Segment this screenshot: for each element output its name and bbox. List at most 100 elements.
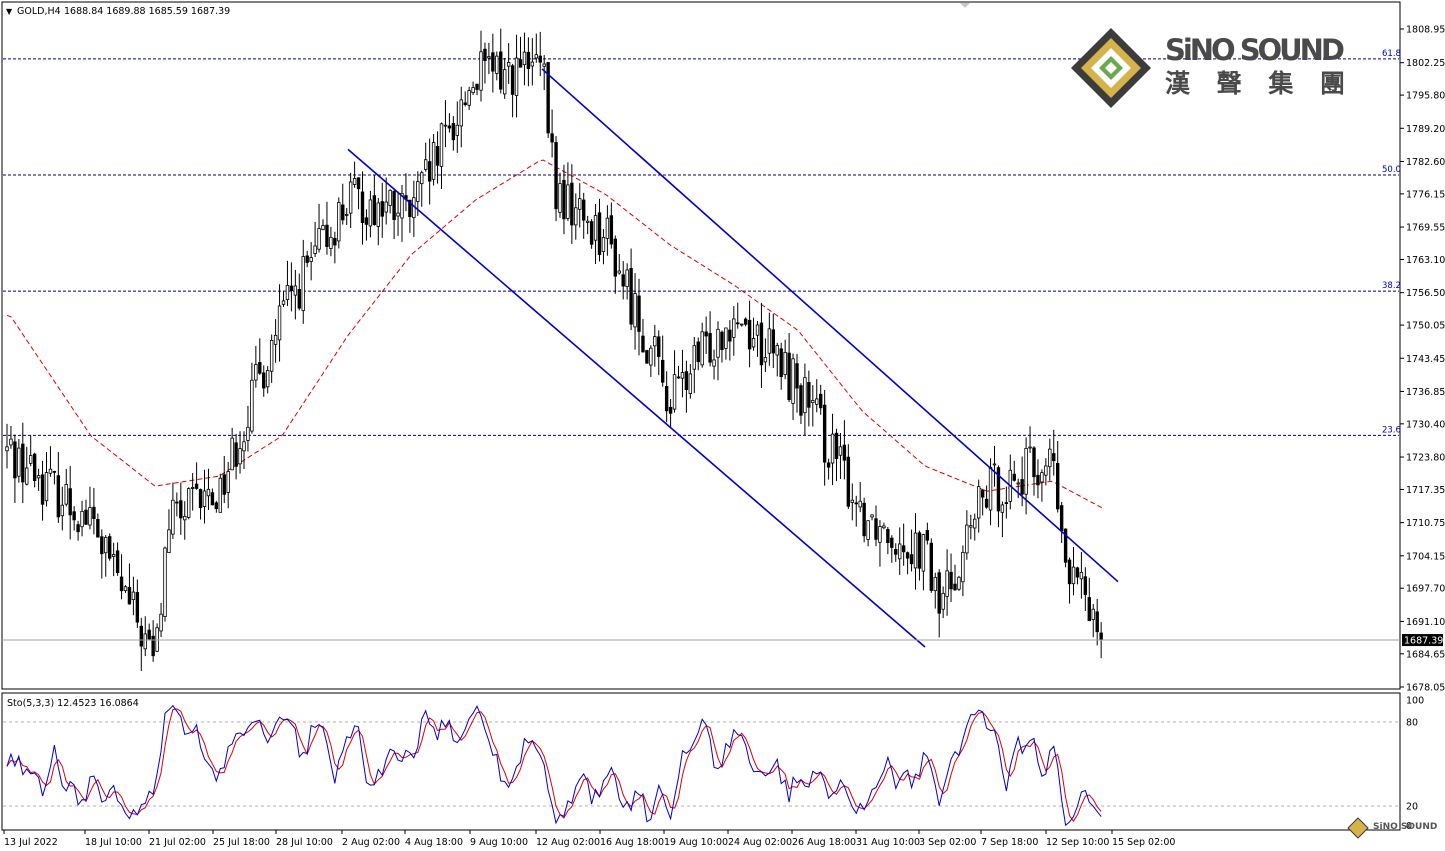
price-tick-label: 1763.10 [1406, 255, 1445, 266]
candle-body [341, 204, 345, 221]
candle-body [1028, 446, 1032, 449]
candle-body [909, 554, 914, 565]
candle-body [566, 184, 570, 219]
candle-body [751, 338, 756, 348]
candle-body [222, 474, 226, 495]
candle-body [929, 542, 933, 591]
candle-body [495, 55, 499, 74]
time-tick-label: 7 Sep 18:00 [981, 837, 1038, 848]
candle-body [131, 591, 136, 601]
candle-body [344, 214, 349, 216]
time-axis: 13 Jul 2022 18 Jul 10:00 21 Jul 02:00 25 Ju… [3, 830, 1175, 848]
candle-body [309, 257, 313, 262]
time-tick-label: 26 Aug 18:00 [792, 837, 856, 848]
candle-body [254, 364, 258, 381]
candle-body [293, 285, 298, 296]
candle-body [645, 350, 649, 364]
candle-body [518, 59, 523, 68]
candle-body [317, 228, 321, 250]
candle-body [613, 238, 617, 277]
fib-level-label: 50.0 [1382, 165, 1401, 175]
candle-body [1024, 447, 1028, 495]
candle-body [712, 359, 716, 367]
price-tick-label: 1776.15 [1406, 189, 1445, 200]
candle-body [578, 198, 582, 210]
candle-body [487, 56, 491, 59]
stochastic-signal-line [6, 708, 1102, 823]
candle-body [56, 475, 61, 518]
candle-body [167, 529, 171, 554]
candle-body [570, 182, 574, 226]
candle-body [447, 125, 452, 129]
candle-body [135, 592, 140, 623]
stochastic-main-line [6, 704, 1102, 827]
current-price-label: 1687.39 [1404, 636, 1443, 647]
candle-body [104, 537, 108, 554]
ohlc-readout: 1688.84 1689.88 1685.59 1687.39 [64, 6, 230, 17]
channel-line[interactable] [347, 148, 926, 648]
candle-body [506, 62, 511, 67]
moving-average [6, 159, 1104, 509]
time-tick-label: 28 Jul 10:00 [276, 837, 333, 848]
candle-body [684, 371, 689, 390]
candle-body [740, 323, 744, 326]
candle-body [183, 515, 187, 521]
price-tick-label: 1723.80 [1406, 453, 1445, 464]
stochastic-tick-label: 100 [1406, 696, 1424, 707]
time-tick-label: 15 Sep 02:00 [1112, 837, 1175, 848]
candle-body [352, 178, 357, 185]
candle-body [763, 357, 768, 363]
price-tick-label: 1717.35 [1406, 485, 1445, 496]
candle-body [961, 551, 965, 583]
candle-body [246, 426, 250, 441]
channel-line[interactable] [541, 68, 1119, 583]
chart-shift-marker[interactable] [960, 3, 970, 8]
candle-body [629, 268, 633, 325]
candle-body [1016, 482, 1020, 485]
candle-body [443, 124, 448, 127]
candle-body [139, 625, 143, 647]
candle-body [242, 441, 246, 452]
candle-body [28, 455, 33, 464]
candle-body [84, 509, 88, 525]
price-tick-label: 1743.45 [1406, 354, 1445, 365]
candle-body [226, 471, 230, 493]
candle-body [64, 484, 68, 505]
candle-body [1020, 479, 1024, 495]
candle-body [708, 333, 712, 363]
candle-body [605, 217, 610, 239]
candle-body [1091, 608, 1095, 620]
candle-body [111, 554, 116, 557]
candle-body [692, 345, 696, 370]
candle-body [688, 373, 693, 394]
candle-body [747, 319, 752, 350]
price-tick-label: 1736.85 [1406, 387, 1445, 398]
price-tick-label: 1697.70 [1406, 584, 1445, 595]
candle-body [218, 477, 222, 513]
candle-body [846, 456, 851, 507]
candle-body [664, 386, 669, 412]
candle-body [76, 524, 80, 533]
stochastic-panel[interactable] [1, 692, 1401, 831]
candle-body [921, 534, 926, 572]
candle-body [80, 511, 84, 528]
candle-body [696, 341, 700, 363]
candle-body [704, 331, 708, 337]
collapse-arrow-icon[interactable]: ▼ [6, 7, 13, 16]
candle-body [163, 547, 167, 617]
candle-body [360, 191, 365, 223]
candle-body [479, 51, 483, 91]
candle-body [72, 511, 76, 521]
candle-body [337, 202, 341, 242]
fib-level-label: 23.6 [1382, 425, 1401, 435]
channel-lines[interactable] [347, 68, 1119, 648]
candle-body [700, 331, 704, 366]
candle-body [250, 379, 254, 432]
time-tick-label: 16 Aug 18:00 [600, 837, 664, 848]
candle-body [455, 124, 459, 136]
candle-body [60, 504, 64, 517]
candle-body [510, 65, 515, 95]
candle-body [420, 172, 424, 185]
candle-body [589, 221, 594, 245]
